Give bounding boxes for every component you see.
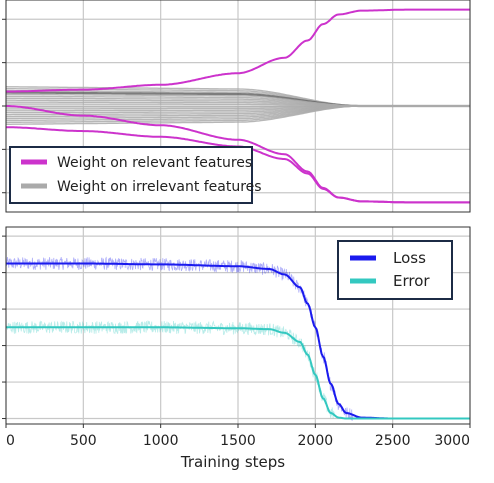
weights-legend-box [9,146,253,204]
error-line [6,326,470,420]
x-axis-label: Training steps [180,453,285,471]
x-tick-label: 2500 [375,433,411,449]
irrelevant-weight-line [6,105,470,125]
loss-error-ticks: 0 500 1000 1500 2000 2500 3000 [2,235,471,449]
x-tick-label: 1500 [220,433,256,449]
loss-error-lines [5,256,471,421]
x-tick-label: 1000 [143,433,179,449]
weights-panel: Weight on relevant features Weight on ir… [2,0,471,213]
loss-error-legend-box [337,240,453,300]
loss-error-legend: Loss Error [337,240,453,300]
legend-label-loss: Loss [393,249,426,267]
x-tick-label: 500 [70,433,97,449]
legend-label-error: Error [393,272,430,290]
legend-label-relevant: Weight on relevant features [57,155,252,171]
relevant-weight-line [6,8,470,93]
x-tick-label: 2000 [298,433,334,449]
x-tick-label: 3000 [434,433,470,449]
loss-error-grid [5,227,471,424]
weights-y-ticks [2,18,6,194]
weights-lines [5,8,470,204]
weights-legend: Weight on relevant features Weight on ir… [9,146,262,204]
x-tick-label: 0 [6,433,15,449]
legend-label-irrelevant: Weight on irrelevant features [57,179,262,195]
loss-error-panel: 0 500 1000 1500 2000 2500 3000 Loss Error Trai… [2,226,471,471]
